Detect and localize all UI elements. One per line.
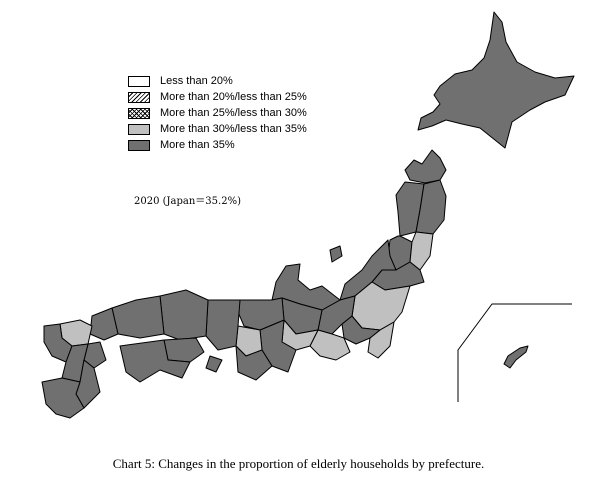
region-sado <box>329 245 343 263</box>
region-kagawa-tokushima <box>163 337 205 363</box>
region-okinawa <box>503 345 529 369</box>
legend-swatch-25-30 <box>128 108 150 119</box>
region-south-kanto <box>341 315 381 345</box>
map-subtitle: 2020 (Japan＝35.2%) <box>134 196 241 207</box>
region-ehime-kochi <box>119 339 191 383</box>
region-kagoshima <box>41 377 85 419</box>
region-awaji <box>205 355 223 373</box>
chart-caption: Chart 5: Changes in the proportion of el… <box>112 456 485 471</box>
region-iwate <box>415 179 447 235</box>
region-hokkaido <box>417 11 575 149</box>
region-shizuoka <box>309 329 351 361</box>
legend-label: Less than 20% <box>160 75 233 87</box>
region-hokuriku <box>271 263 341 311</box>
region-chugoku-center <box>111 295 165 339</box>
region-wakayama <box>235 345 273 381</box>
legend-label: More than 20%/less than 25% <box>160 91 307 103</box>
legend-label: More than 25%/less than 30% <box>160 107 307 119</box>
region-chugoku-east <box>159 289 209 341</box>
legend-swatch-above-35 <box>128 140 150 151</box>
region-aomori <box>404 149 447 184</box>
legend-swatch-30-35 <box>128 124 150 135</box>
legend-swatch-below-20 <box>128 76 150 87</box>
legend-label: More than 35% <box>160 139 235 151</box>
inset-frame <box>457 303 572 402</box>
legend-label: More than 30%/less than 35% <box>160 123 307 135</box>
legend-swatch-20-25 <box>128 92 150 103</box>
region-hyogo <box>205 299 241 351</box>
